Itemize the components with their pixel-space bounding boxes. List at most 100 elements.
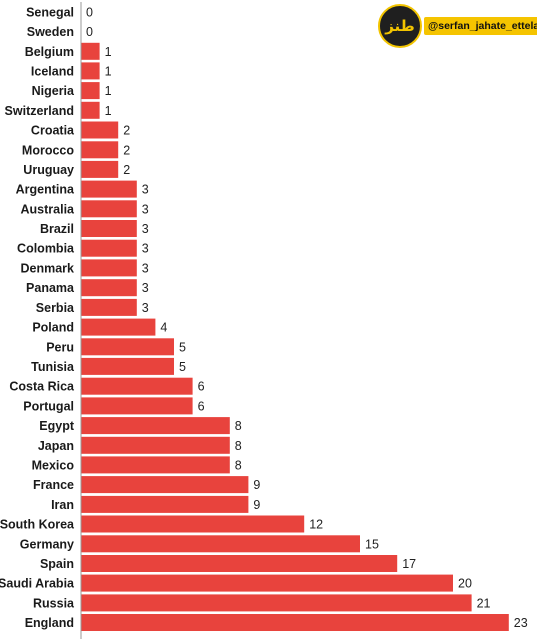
value-label-iran: 9 bbox=[253, 498, 260, 512]
bar-egypt bbox=[81, 417, 230, 435]
value-label-uruguay: 2 bbox=[123, 163, 130, 177]
bar-germany bbox=[81, 535, 360, 553]
category-label-croatia: Croatia bbox=[31, 124, 75, 138]
value-label-denmark: 3 bbox=[142, 261, 149, 275]
category-label-england: England bbox=[25, 616, 74, 630]
channel-logo-icon: طنز bbox=[378, 4, 422, 48]
value-label-japan: 8 bbox=[235, 439, 242, 453]
bar-costa-rica bbox=[81, 377, 193, 395]
category-labels: Senegal Sweden Belgium Iceland Nigeria Switze… bbox=[0, 5, 75, 630]
bar-nigeria bbox=[81, 82, 100, 100]
value-label-sweden: 0 bbox=[86, 25, 93, 39]
category-label-peru: Peru bbox=[46, 340, 74, 354]
category-label-germany: Germany bbox=[20, 537, 74, 551]
value-label-brazil: 3 bbox=[142, 222, 149, 236]
category-label-belgium: Belgium bbox=[25, 45, 74, 59]
category-label-france: France bbox=[33, 478, 74, 492]
category-label-egypt: Egypt bbox=[39, 419, 75, 433]
value-label-russia: 21 bbox=[477, 596, 491, 610]
bar-serbia bbox=[81, 298, 137, 316]
bars bbox=[81, 42, 509, 631]
value-label-costa-rica: 6 bbox=[198, 380, 205, 394]
value-label-england: 23 bbox=[514, 616, 528, 630]
category-label-denmark: Denmark bbox=[21, 261, 75, 275]
category-label-poland: Poland bbox=[32, 321, 74, 335]
value-label-tunisia: 5 bbox=[179, 360, 186, 374]
bar-england bbox=[81, 614, 509, 631]
bar-uruguay bbox=[81, 160, 119, 178]
value-label-australia: 3 bbox=[142, 202, 149, 216]
value-label-iceland: 1 bbox=[105, 64, 112, 78]
value-label-peru: 5 bbox=[179, 340, 186, 354]
category-label-senegal: Senegal bbox=[26, 5, 74, 19]
category-label-nigeria: Nigeria bbox=[32, 84, 75, 98]
value-label-belgium: 1 bbox=[105, 45, 112, 59]
value-label-senegal: 0 bbox=[86, 5, 93, 19]
watermark-badge: طنز @serfan_jahate_ettela bbox=[378, 4, 537, 48]
bar-croatia bbox=[81, 121, 119, 139]
category-label-iran: Iran bbox=[51, 498, 74, 512]
value-label-mexico: 8 bbox=[235, 458, 242, 472]
value-label-switzerland: 1 bbox=[105, 104, 112, 118]
bar-mexico bbox=[81, 456, 230, 474]
category-label-portugal: Portugal bbox=[23, 399, 74, 413]
bar-australia bbox=[81, 200, 137, 218]
value-label-germany: 15 bbox=[365, 537, 379, 551]
value-label-croatia: 2 bbox=[123, 124, 130, 138]
value-label-serbia: 3 bbox=[142, 301, 149, 315]
channel-handle: @serfan_jahate_ettela bbox=[424, 17, 537, 35]
bar-spain bbox=[81, 555, 398, 572]
bar-brazil bbox=[81, 220, 137, 237]
bar-colombia bbox=[81, 239, 137, 257]
value-label-saudi-arabia: 20 bbox=[458, 577, 472, 591]
category-label-panama: Panama bbox=[26, 281, 75, 295]
category-label-sweden: Sweden bbox=[27, 25, 74, 39]
value-label-egypt: 8 bbox=[235, 419, 242, 433]
bar-saudi-arabia bbox=[81, 574, 453, 592]
category-label-mexico: Mexico bbox=[32, 458, 75, 472]
bar-france bbox=[81, 476, 249, 494]
category-label-costa-rica: Costa Rica bbox=[9, 380, 75, 394]
bar-belgium bbox=[81, 42, 100, 60]
bar-tunisia bbox=[81, 357, 174, 375]
category-label-uruguay: Uruguay bbox=[23, 163, 74, 177]
bar-switzerland bbox=[81, 101, 100, 119]
value-label-poland: 4 bbox=[160, 321, 167, 335]
category-label-russia: Russia bbox=[33, 596, 75, 610]
category-label-tunisia: Tunisia bbox=[31, 360, 75, 374]
bar-peru bbox=[81, 338, 174, 356]
category-label-brazil: Brazil bbox=[40, 222, 74, 236]
bar-morocco bbox=[81, 141, 119, 159]
category-label-iceland: Iceland bbox=[31, 64, 74, 78]
bar-japan bbox=[81, 436, 230, 454]
bar-denmark bbox=[81, 259, 137, 277]
value-label-spain: 17 bbox=[402, 557, 416, 571]
category-label-morocco: Morocco bbox=[22, 143, 74, 157]
category-label-serbia: Serbia bbox=[36, 301, 75, 315]
bar-argentina bbox=[81, 180, 137, 198]
value-label-morocco: 2 bbox=[123, 143, 130, 157]
category-label-saudi-arabia: Saudi Arabia bbox=[0, 577, 75, 591]
value-label-colombia: 3 bbox=[142, 242, 149, 256]
bar-iceland bbox=[81, 62, 100, 80]
bar-panama bbox=[81, 279, 137, 297]
bar-iran bbox=[81, 495, 249, 513]
value-label-portugal: 6 bbox=[198, 399, 205, 413]
category-label-australia: Australia bbox=[21, 202, 76, 216]
category-label-switzerland: Switzerland bbox=[5, 104, 74, 118]
bar-poland bbox=[81, 318, 156, 336]
value-label-argentina: 3 bbox=[142, 183, 149, 197]
value-label-south-korea: 12 bbox=[309, 518, 323, 532]
bar-russia bbox=[81, 594, 472, 612]
logo-text: طنز bbox=[385, 17, 415, 35]
value-label-panama: 3 bbox=[142, 281, 149, 295]
category-label-colombia: Colombia bbox=[17, 242, 75, 256]
category-label-argentina: Argentina bbox=[16, 183, 75, 197]
value-label-nigeria: 1 bbox=[105, 84, 112, 98]
bar-portugal bbox=[81, 397, 193, 415]
bar-south-korea bbox=[81, 515, 305, 533]
category-label-japan: Japan bbox=[38, 439, 74, 453]
category-label-spain: Spain bbox=[40, 557, 74, 571]
